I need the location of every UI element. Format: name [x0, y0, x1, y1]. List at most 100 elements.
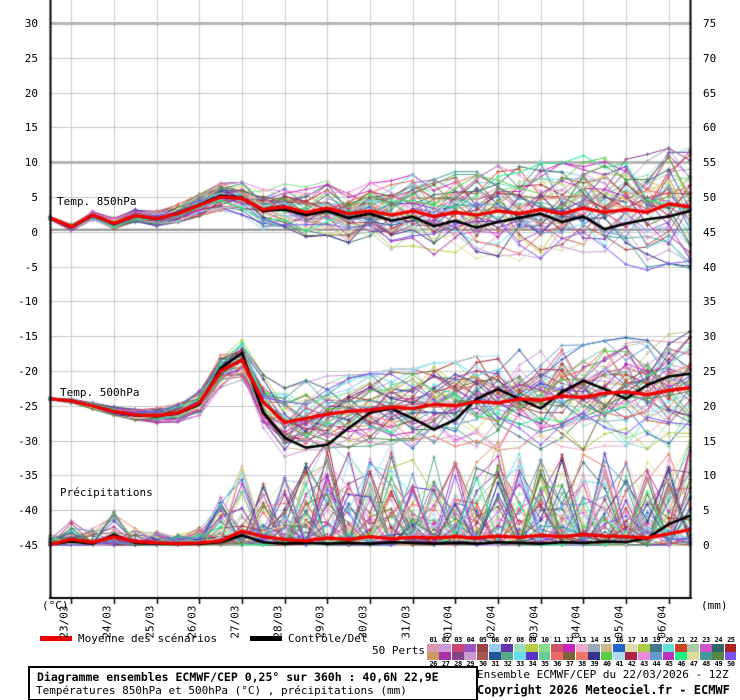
pert-color-swatch — [563, 652, 576, 660]
panel-label-temp850: Temp. 850hPa — [57, 195, 137, 208]
pert-number: 04 — [466, 636, 475, 644]
y-axis-label-left: -20 — [18, 365, 38, 378]
pert-color-swatch — [600, 644, 613, 652]
pert-color-swatch — [501, 644, 514, 652]
y-axis-label-right: 45 — [703, 225, 717, 239]
pert-number: 14 — [590, 636, 599, 644]
pert-number: 38 — [578, 660, 586, 668]
pert-number: 28 — [454, 660, 462, 668]
pert-number: 40 — [603, 660, 611, 668]
x-axis-date-label: 01/04 — [441, 605, 455, 639]
x-axis-date-label: 24/03 — [100, 605, 114, 639]
pert-color-swatch — [489, 644, 501, 652]
copyright: Copyright 2026 Meteociel.fr - ECMWF — [477, 683, 730, 697]
pert-color-swatch — [551, 644, 563, 652]
y-axis-label-right: 75 — [703, 17, 717, 30]
pert-number: 16 — [615, 636, 623, 644]
y-axis-label-left: -10 — [18, 295, 38, 309]
pert-number: 42 — [627, 660, 636, 668]
pert-color-swatch — [476, 644, 489, 652]
run-info: Ensemble ECMWF/CEP du 22/03/2026 - 12Z — [477, 668, 729, 681]
pert-color-swatch — [613, 644, 625, 652]
pert-color-swatch — [600, 652, 613, 660]
control-line-swatch — [250, 636, 282, 641]
pert-number: 15 — [603, 636, 611, 644]
diagram-subtitle: Températures 850hPa et 500hPa (°C) , pré… — [36, 684, 407, 697]
pert-number: 20 — [665, 636, 673, 644]
pert-number: 05 — [479, 636, 487, 644]
x-axis-date-label: 04/04 — [569, 605, 583, 639]
pert-number: 30 — [479, 660, 487, 668]
y-axis-label-left: 20 — [24, 86, 38, 100]
left-axis-unit: (°C) — [42, 599, 69, 612]
pert-color-swatch — [501, 652, 514, 660]
pert-color-swatch — [464, 644, 477, 652]
pert-color-swatch — [427, 652, 439, 660]
y-axis-label-left: 25 — [24, 51, 38, 65]
pert-color-swatch — [662, 652, 675, 660]
pert-color-swatch — [526, 652, 539, 660]
perts-count-label: 50 Perts. — [372, 644, 432, 657]
y-axis-label-right: 70 — [703, 51, 717, 65]
panel-label-precip: Précipitations — [60, 486, 153, 499]
x-axis-date-label: 26/03 — [185, 605, 199, 639]
y-axis-label-left: -15 — [18, 330, 38, 344]
x-axis-date-label: 29/03 — [313, 605, 327, 639]
x-axis-date-label: 02/04 — [484, 605, 498, 639]
pert-color-swatch — [439, 652, 452, 660]
x-axis-date-label: 28/03 — [271, 605, 285, 639]
pert-number: 48 — [702, 660, 710, 668]
y-axis-label-left: 10 — [24, 156, 38, 170]
pert-number: 13 — [578, 636, 586, 644]
pert-color-swatch — [588, 644, 601, 652]
pert-number: 37 — [565, 660, 574, 668]
pert-number: 02 — [441, 636, 450, 644]
pert-number: 07 — [503, 636, 512, 644]
y-axis-label-right: 65 — [703, 86, 717, 100]
y-axis-label-left: -45 — [18, 539, 38, 552]
x-axis-date-label: 23/03 — [57, 605, 71, 639]
y-axis-label-right: 50 — [703, 191, 717, 204]
right-axis-unit: (mm) — [701, 599, 728, 612]
pert-number: 24 — [714, 636, 723, 644]
pert-color-swatch — [613, 652, 625, 660]
pert-color-swatch — [687, 652, 700, 660]
mean-line-swatch — [40, 636, 72, 641]
pert-number: 34 — [528, 660, 537, 668]
pert-number: 25 — [727, 636, 735, 644]
pert-color-swatch — [439, 644, 452, 652]
y-axis-label-right: 30 — [703, 330, 717, 344]
y-axis-label-left: 15 — [24, 121, 38, 135]
x-axis-date-label: 03/04 — [527, 605, 541, 639]
y-axis-label-right: 10 — [703, 469, 717, 483]
pert-color-swatch — [675, 652, 687, 660]
pert-number: 39 — [590, 660, 599, 668]
x-axis-date-label: 27/03 — [228, 605, 242, 639]
pert-number: 09 — [528, 636, 537, 644]
pert-number: 35 — [541, 660, 549, 668]
pert-color-swatch — [538, 652, 551, 660]
pert-number: 26 — [429, 660, 437, 668]
y-axis-label-right: 15 — [703, 434, 717, 448]
y-axis-label-right: 60 — [703, 121, 717, 135]
pert-color-swatch — [650, 644, 663, 652]
pert-color-swatch — [699, 644, 712, 652]
pert-number: 49 — [714, 660, 723, 668]
pert-color-swatch — [427, 644, 439, 652]
diagram-title: Diagramme ensembles ECMWF/CEP 0,25° sur … — [37, 670, 439, 684]
pert-color-swatch — [588, 652, 601, 660]
pert-number: 12 — [565, 636, 574, 644]
pert-number: 31 — [491, 660, 499, 668]
x-axis-date-label: 31/03 — [399, 605, 413, 639]
pert-number: 01 — [429, 636, 437, 644]
pert-number: 08 — [516, 636, 524, 644]
pert-number: 18 — [640, 636, 648, 644]
pert-number: 23 — [702, 636, 710, 644]
pert-color-swatch — [724, 652, 737, 660]
pert-color-swatch — [675, 644, 687, 652]
pert-color-swatch — [526, 644, 539, 652]
panel-label-temp500: Temp. 500hPa — [60, 386, 140, 399]
y-axis-label-right: 5 — [703, 504, 710, 518]
